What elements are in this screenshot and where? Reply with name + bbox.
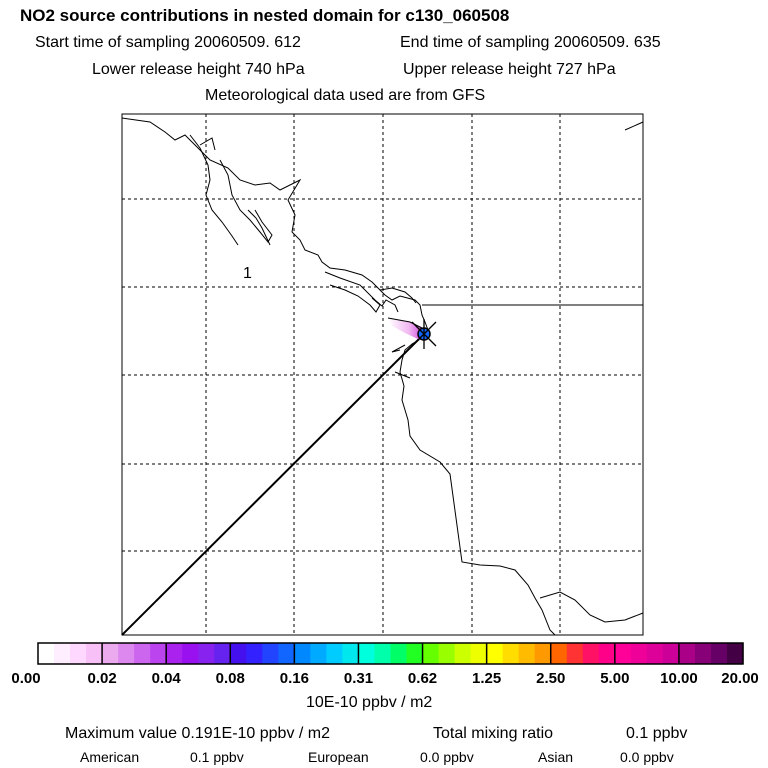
colorbar-swatch	[454, 643, 472, 664]
colorbar-tick-label: 0.08	[215, 670, 245, 687]
colorbar-swatch	[118, 643, 135, 664]
colorbar-tick-label: 0.16	[279, 670, 309, 687]
colorbar-swatch	[534, 643, 552, 664]
colorbar-swatch	[726, 643, 744, 664]
colorbar-frame	[37, 642, 744, 665]
colorbar-swatch	[86, 643, 103, 664]
colorbar-tick-label: 0.00	[11, 670, 41, 687]
colorbar-tick-label: 1.25	[472, 670, 502, 687]
colorbar-swatch	[230, 643, 247, 664]
colorbar-tick-label: 2.50	[536, 670, 566, 687]
start-time: Start time of sampling 20060509. 612	[35, 34, 301, 51]
colorbar-swatch	[166, 643, 183, 664]
colorbar-swatch	[502, 643, 520, 664]
european-label: European	[308, 749, 369, 765]
colorbar-swatch	[150, 643, 167, 664]
american-label: American	[80, 749, 140, 765]
colorbar-swatch	[214, 643, 231, 664]
colorbar-tick-label: 0.31	[343, 670, 374, 687]
colorbar-tick-label: 10.00	[660, 670, 698, 687]
colorbar-swatch	[390, 643, 408, 664]
colorbar-swatch	[598, 643, 616, 664]
colorbar-swatch	[694, 643, 712, 664]
colorbar-swatch	[374, 643, 392, 664]
asian-label: Asian	[538, 749, 574, 765]
colorbar-swatch	[342, 643, 360, 664]
colorbar-swatch	[326, 643, 344, 664]
colorbar-swatch	[278, 643, 295, 664]
colorbar-swatch	[70, 643, 87, 664]
colorbar-swatch	[438, 643, 456, 664]
colorbar-swatch	[102, 643, 119, 664]
colorbar-tick-label: 0.62	[407, 670, 438, 687]
map-title: NO2 source contributions in nested domai…	[20, 6, 510, 25]
colorbar-swatch	[582, 643, 600, 664]
trajectory-line	[121, 333, 425, 636]
colorbar-swatch	[486, 643, 504, 664]
colorbar-tick-label: 0.02	[87, 670, 117, 687]
colorbar-swatch	[38, 643, 55, 664]
colorbar	[38, 643, 744, 664]
lower-release-height: Lower release height 740 hPa	[92, 61, 305, 78]
colorbar-dividers	[101, 643, 680, 664]
colorbar-swatch	[182, 643, 199, 664]
colorbar-tick-label: 20.00	[721, 670, 759, 687]
coastline	[121, 117, 644, 636]
colorbar-swatch	[566, 643, 584, 664]
colorbar-swatch	[406, 643, 424, 664]
upper-release-height: Upper release height 727 hPa	[403, 61, 616, 78]
american-value: 0.1 ppbv	[190, 749, 244, 765]
max-value: Maximum value 0.191E-10 ppbv / m2	[65, 725, 331, 742]
colorbar-swatch	[630, 643, 648, 664]
colorbar-swatch	[294, 643, 311, 664]
region-label: 1	[243, 265, 252, 282]
colorbar-swatch	[662, 643, 680, 664]
met-data-source: Meteorological data used are from GFS	[205, 87, 486, 104]
end-time: End time of sampling 20060509. 635	[400, 34, 661, 51]
colorbar-swatch	[422, 643, 440, 664]
colorbar-swatch	[246, 643, 263, 664]
total-mixing-value: 0.1 ppbv	[626, 725, 688, 742]
colorbar-swatch	[470, 643, 488, 664]
colorbar-tick-label: 0.04	[151, 670, 181, 687]
colorbar-tick-label: 5.00	[600, 670, 630, 687]
colorbar-swatch	[54, 643, 71, 664]
colorbar-swatch	[198, 643, 215, 664]
colorbar-swatch	[710, 643, 728, 664]
colorbar-swatch	[262, 643, 279, 664]
asian-value: 0.0 ppbv	[620, 749, 674, 765]
colorbar-swatch	[646, 643, 664, 664]
colorbar-swatch	[518, 643, 536, 664]
colorbar-swatch	[310, 643, 328, 664]
total-mixing-label: Total mixing ratio	[433, 725, 554, 742]
colorbar-swatch	[134, 643, 151, 664]
colorbar-swatch	[678, 643, 696, 664]
colorbar-swatch	[614, 643, 632, 664]
colorbar-unit: 10E-10 ppbv / m2	[306, 694, 433, 711]
european-value: 0.0 ppbv	[420, 749, 474, 765]
source-marker-icon	[411, 319, 437, 349]
colorbar-swatch	[550, 643, 568, 664]
colorbar-swatch	[358, 643, 376, 664]
